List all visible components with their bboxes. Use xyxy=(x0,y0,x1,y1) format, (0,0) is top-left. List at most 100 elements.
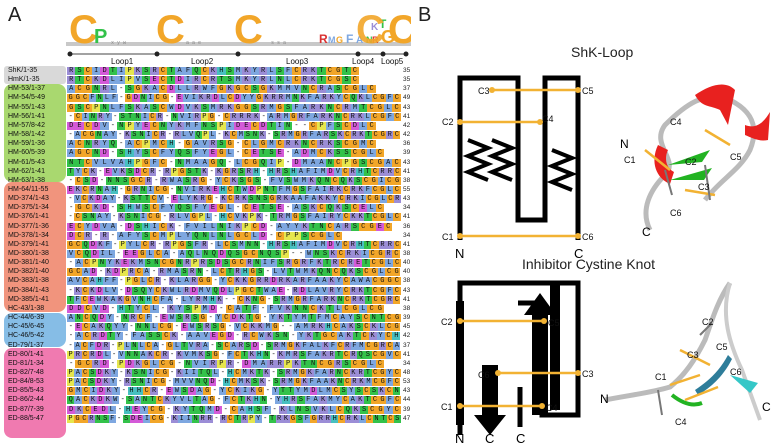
row-end-position: 45 xyxy=(403,323,411,331)
row-end-position: 38 xyxy=(403,250,411,257)
row-name: ED-87/7-39 xyxy=(8,405,44,413)
group-bg-hc xyxy=(4,313,66,347)
loop5-label: Loop5 xyxy=(381,57,404,66)
logo-letter-g2: G xyxy=(381,27,395,47)
logo-letter-r: R xyxy=(319,32,328,46)
row-end-position: 43 xyxy=(403,103,411,111)
loop2-label: Loop2 xyxy=(191,57,214,66)
ick-topology-diagram: C2 C5 C6 C3 C1 C4 N C C xyxy=(441,280,594,445)
logo-letter-p: P xyxy=(94,26,107,48)
row-name: HM-62/1-41 xyxy=(8,167,45,175)
loop3-label: Loop3 xyxy=(286,57,309,66)
logo-letter-c5: C xyxy=(388,8,411,52)
ick-c5-label: C5 xyxy=(548,318,560,328)
row-end-position: 53 xyxy=(403,378,411,386)
row-end-position: 35 xyxy=(403,67,411,74)
row-end-position: 43 xyxy=(403,286,411,294)
logo-letter-a: A xyxy=(356,35,363,46)
row-end-position: 40 xyxy=(403,259,411,267)
row-name: MD-384/1-43 xyxy=(8,286,49,294)
row-name: HmK/1-35 xyxy=(8,76,40,84)
row-end-position: 39 xyxy=(403,149,411,157)
row-end-position: 43 xyxy=(403,158,411,166)
row-name: HM-60/5-39 xyxy=(8,149,45,157)
row-end-position: 44 xyxy=(403,396,411,404)
shk-struct-c3: C3 xyxy=(698,182,710,192)
row-end-position: 42 xyxy=(403,121,411,129)
row-name: MD-380/1-38 xyxy=(8,250,49,257)
ick-c3-label: C3 xyxy=(582,369,594,379)
row-end-position: 49 xyxy=(403,94,411,102)
loop-bracket xyxy=(67,51,409,57)
shk-struct-c: C xyxy=(642,225,651,239)
shk-c2-label: C2 xyxy=(442,117,454,127)
shk-struct-n: N xyxy=(620,137,629,151)
shk-loop-title: ShK-Loop xyxy=(571,44,634,60)
logo-letter-g: G xyxy=(336,35,343,45)
row-name: ED-82/7-48 xyxy=(8,368,44,376)
group-bg-ed xyxy=(4,348,66,438)
logo-letter-m: M xyxy=(328,35,336,45)
shk-c6-label: C6 xyxy=(582,232,594,242)
loop4-label: Loop4 xyxy=(352,57,375,66)
row-name: HM-58/1-42 xyxy=(8,131,45,139)
shk-3d-structure: C4 C2 C1 C3 C5 C6 N C xyxy=(620,84,770,239)
row-name: HM-64/11-55 xyxy=(8,185,49,193)
row-name: MD-377/1-36 xyxy=(8,222,49,230)
ick-n-terminus: N xyxy=(455,431,464,445)
panel-b-label: B xyxy=(418,4,432,26)
logo-letter-r2: R xyxy=(372,35,379,45)
shk-struct-c4: C4 xyxy=(670,117,682,127)
shk-topology-diagram: C2 C4 C3 C5 C1 C6 N C xyxy=(442,75,594,260)
row-name: MD-378/1-34 xyxy=(8,231,49,239)
row-name: ED-81/1-34 xyxy=(8,359,44,367)
row-end-position: 41 xyxy=(403,112,411,120)
row-end-position: 48 xyxy=(403,368,411,376)
row-end-position: 41 xyxy=(403,350,411,358)
row-name: ED-88/5-47 xyxy=(8,414,44,422)
shk-c3-label: C3 xyxy=(478,86,490,96)
row-end-position: 37 xyxy=(403,85,411,93)
row-name: HM-53/1-37 xyxy=(8,85,45,93)
ick-c4-label: C4 xyxy=(546,403,558,413)
ick-struct-c2: C2 xyxy=(702,317,714,327)
row-name: MD-383/1-38 xyxy=(8,277,49,285)
ick-c-terminus-2: C xyxy=(516,431,525,445)
shk-c4-label: C4 xyxy=(542,114,554,124)
row-name: MD-375/1-34 xyxy=(8,204,49,212)
shk-struct-c6: C6 xyxy=(670,208,682,218)
panel-a-label: A xyxy=(8,4,22,26)
row-end-position: 43 xyxy=(403,387,411,395)
row-name: HC-43/1-38 xyxy=(8,304,45,312)
row-name: MD-381/1-40 xyxy=(8,259,49,267)
ick-struct-n: N xyxy=(600,392,609,406)
row-name: HC-44/6-39 xyxy=(8,314,45,322)
row-name: HM-56/1-41 xyxy=(8,112,45,120)
svg-text:x y w: x y w xyxy=(111,40,126,46)
